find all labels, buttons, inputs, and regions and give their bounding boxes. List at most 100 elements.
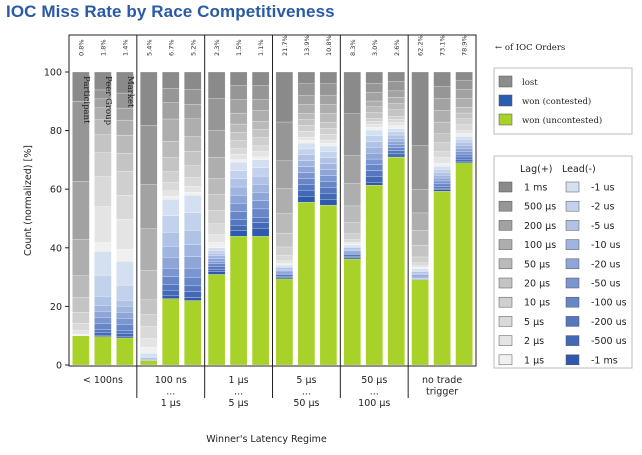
bar-segment-lag bbox=[319, 113, 338, 123]
bar-segment-lag bbox=[455, 89, 473, 99]
lag-legend-swatch bbox=[498, 200, 513, 212]
bar-segment-lag bbox=[411, 71, 429, 146]
bar-segment-lag bbox=[116, 134, 134, 154]
bar-segment-lag bbox=[343, 155, 361, 184]
bar-segment-lead bbox=[94, 296, 112, 306]
lead-legend-label: -2 us bbox=[591, 202, 615, 213]
bar-segment-lag bbox=[319, 122, 338, 129]
bar-segment-lag bbox=[275, 263, 294, 266]
bar-segment-lead bbox=[365, 170, 383, 177]
bar-segment-lag bbox=[275, 213, 294, 234]
bar-segment-lead bbox=[229, 170, 248, 179]
bar-segment-lag bbox=[387, 103, 405, 110]
bar-segment-lead bbox=[140, 353, 158, 357]
bar-segment-lag bbox=[251, 85, 270, 100]
lag-legend-label: 200 μs bbox=[524, 221, 556, 232]
bar-segment-lag bbox=[411, 267, 429, 269]
bar-segment-lag bbox=[140, 299, 158, 315]
bar-segment-lag bbox=[162, 171, 180, 183]
ioc-percent-label: 1.8% bbox=[99, 39, 107, 56]
bar-segment-lag bbox=[343, 242, 361, 244]
bar-segment-lag bbox=[72, 330, 90, 335]
bar-segment-lag bbox=[387, 97, 405, 104]
bar-segment-lead bbox=[207, 260, 226, 264]
lead-legend-label: -100 us bbox=[591, 298, 627, 309]
ioc-percent-label: 5.4% bbox=[145, 39, 153, 56]
bar-segment-lead bbox=[365, 135, 383, 142]
bar-segment-lag bbox=[411, 189, 429, 214]
bar-segment-lag bbox=[387, 71, 405, 82]
bar-segment-lag bbox=[365, 83, 383, 93]
bar-segment-lead bbox=[162, 290, 180, 297]
lead-legend-label: -1 ms bbox=[591, 355, 618, 366]
bar-segment-lag bbox=[72, 333, 90, 337]
y-tick-label: 100 bbox=[44, 68, 62, 79]
bar-segment-lag bbox=[251, 156, 270, 160]
bar-segment-lag bbox=[184, 71, 202, 90]
bar-segment-lag bbox=[251, 99, 270, 111]
bar-segment-lag bbox=[229, 148, 248, 155]
bar-segment-lead bbox=[184, 291, 202, 298]
y-axis-label: Count (normalized) [%] bbox=[23, 145, 34, 256]
lag-legend-title: Lag(+) bbox=[520, 164, 553, 175]
bar-segment-lag bbox=[365, 106, 383, 113]
bar-segment-lag bbox=[94, 206, 112, 243]
bar-segment-lead bbox=[229, 211, 248, 220]
bar-segment-lag bbox=[365, 71, 383, 84]
bar-segment-lag bbox=[455, 98, 473, 108]
lead-legend-label: -1 us bbox=[591, 183, 615, 194]
bar-segment-lead bbox=[343, 246, 361, 248]
bar-segment-uncontested bbox=[140, 360, 158, 366]
bar-segment-lag bbox=[72, 323, 90, 331]
bar-segment-lag bbox=[72, 275, 90, 298]
lag-legend-label: 1 μs bbox=[524, 355, 544, 366]
bar-segment-lag bbox=[162, 71, 180, 89]
bar-segment-lag bbox=[140, 125, 158, 185]
x-tick-label: 1 μs bbox=[229, 375, 249, 386]
bar-segment-lag bbox=[207, 130, 226, 158]
bar-segment-lead bbox=[140, 355, 158, 358]
bar-segment-lead bbox=[343, 253, 361, 255]
bar-segment-lag bbox=[184, 192, 202, 196]
bar-segment-lag bbox=[433, 142, 451, 152]
ioc-percent-label: 6.7% bbox=[167, 39, 175, 56]
bar-segment-lead bbox=[207, 258, 226, 262]
bar-segment-lead bbox=[297, 148, 316, 155]
bar-segment-lag bbox=[229, 71, 248, 86]
bar-segment-lead bbox=[411, 271, 429, 274]
bar-segment-lead bbox=[116, 300, 134, 307]
bar-segment-lag bbox=[184, 165, 202, 178]
bar-segment-lead bbox=[229, 186, 248, 196]
bar-segment-lead bbox=[411, 268, 429, 271]
bar-segment-lag bbox=[229, 123, 248, 133]
bar-segment-lead bbox=[162, 246, 180, 258]
bar-segment-lead bbox=[297, 190, 316, 197]
bar-segment-lead bbox=[387, 134, 405, 139]
bar-segment-lead bbox=[365, 147, 383, 154]
lag-legend-label: 100 μs bbox=[524, 240, 556, 251]
lag-legend-label: 500 μs bbox=[524, 202, 556, 213]
bar-segment-lead bbox=[207, 271, 226, 275]
bar-segment-lead bbox=[116, 330, 134, 334]
lag-legend-swatch bbox=[498, 220, 513, 231]
bar-segment-lead bbox=[433, 169, 451, 173]
bar-segment-lead bbox=[251, 222, 270, 229]
bar-segment-uncontested bbox=[251, 236, 270, 366]
bar-segment-lag bbox=[116, 249, 134, 262]
bar-segment-lead bbox=[229, 162, 248, 171]
bar-segment-lead bbox=[455, 142, 473, 146]
bar-segment-lag bbox=[229, 159, 248, 163]
bar-segment-lead bbox=[455, 136, 473, 140]
bar-segment-lag bbox=[184, 150, 202, 166]
bar-segment-lag bbox=[433, 157, 451, 164]
bar-segment-lag bbox=[207, 223, 226, 235]
bar-segment-lag bbox=[275, 160, 294, 189]
bar-segment-lag bbox=[207, 178, 226, 195]
bar-segment-lead bbox=[94, 334, 112, 337]
bar-segment-lag bbox=[116, 119, 134, 136]
bar-segment-lag bbox=[72, 312, 90, 324]
bar-segment-lead bbox=[455, 156, 473, 161]
bar-segment-lead bbox=[343, 256, 361, 258]
bar-segment-lag bbox=[297, 136, 316, 141]
bar-segment-lead bbox=[387, 128, 405, 132]
